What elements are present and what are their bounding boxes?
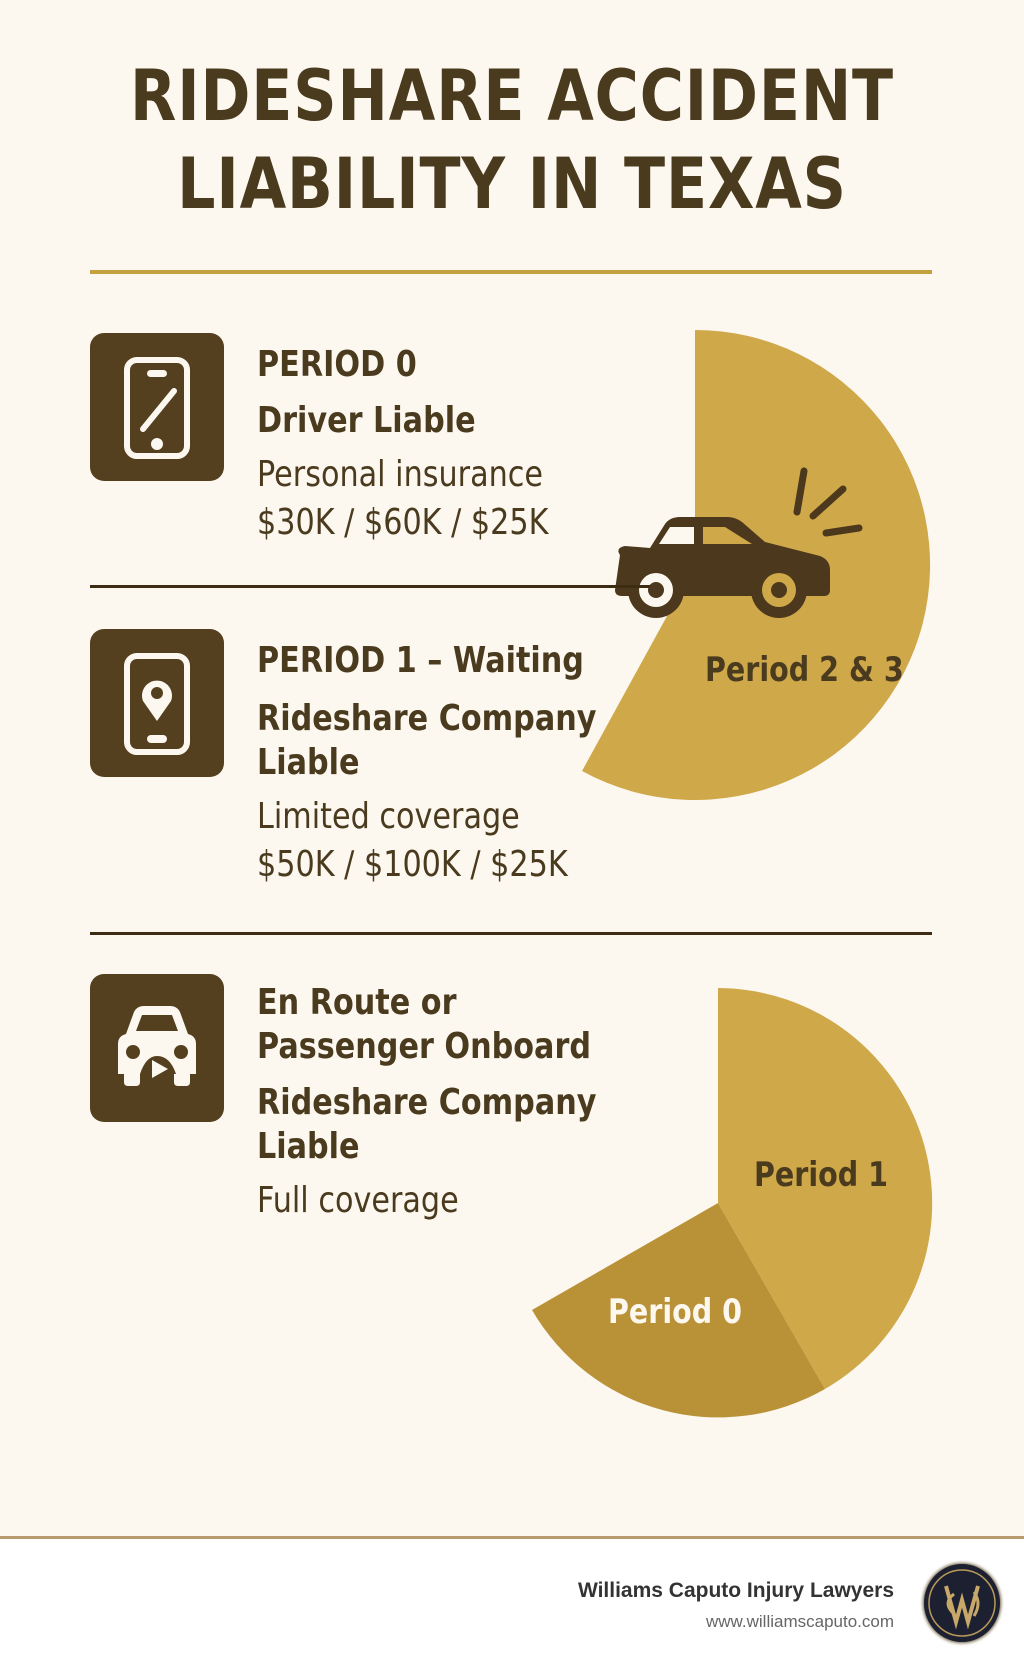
title-line-1: RIDESHARE ACCIDENT bbox=[129, 55, 894, 137]
footer: Williams Caputo Injury Lawyers www.willi… bbox=[0, 1536, 1024, 1669]
section-divider-1 bbox=[90, 585, 650, 588]
car-crash-icon bbox=[615, 517, 830, 618]
section-period-0: PERIOD 0 Driver Liable Personal insuranc… bbox=[257, 342, 657, 546]
section-period-1: PERIOD 1 – Waiting Rideshare Company Lia… bbox=[257, 638, 657, 888]
section-heading-cont: Passenger Onboard bbox=[257, 1026, 592, 1067]
liability-party: Rideshare Company bbox=[257, 698, 597, 739]
liability-party: Rideshare Company bbox=[257, 1082, 597, 1123]
coverage-type: Limited coverage bbox=[257, 796, 520, 837]
pie-label-period-2-3: Period 2 & 3 bbox=[705, 650, 904, 690]
pie-chart-period-0-1 bbox=[532, 988, 933, 1418]
liability-party-cont: Liable bbox=[257, 1126, 360, 1167]
pie-chart-period-2-3 bbox=[582, 329, 931, 800]
pie-label-period-0: Period 0 bbox=[608, 1292, 743, 1332]
section-divider-2 bbox=[90, 932, 932, 935]
wc-monogram-logo bbox=[924, 1564, 1000, 1642]
pie-slice-period-1 bbox=[718, 988, 933, 1389]
title-divider bbox=[90, 270, 932, 274]
pie-label-period-1: Period 1 bbox=[754, 1155, 889, 1195]
coverage-limits: $50K / $100K / $25K bbox=[257, 844, 568, 885]
coverage-type: Full coverage bbox=[257, 1180, 459, 1221]
section-heading: PERIOD 0 bbox=[257, 344, 417, 385]
coverage-type: Personal insurance bbox=[257, 454, 544, 495]
pie-slice-period-0 bbox=[532, 1203, 825, 1418]
firm-url-link[interactable]: www.williamscaputo.com bbox=[706, 1612, 894, 1631]
phone-slash-icon bbox=[90, 333, 224, 481]
section-en-route: En Route or Passenger Onboard Rideshare … bbox=[257, 980, 657, 1224]
phone-location-pin-icon bbox=[90, 629, 224, 777]
section-heading: PERIOD 1 – Waiting bbox=[257, 640, 584, 681]
coverage-limits: $30K / $60K / $25K bbox=[257, 502, 549, 543]
page-title: RIDESHARE ACCIDENT LIABILITY IN TEXAS bbox=[72, 52, 953, 228]
liability-party: Driver Liable bbox=[257, 400, 476, 441]
title-line-2: LIABILITY IN TEXAS bbox=[177, 143, 847, 225]
liability-party-cont: Liable bbox=[257, 742, 360, 783]
car-play-icon bbox=[90, 974, 224, 1122]
firm-name: Williams Caputo Injury Lawyers bbox=[577, 1579, 894, 1602]
section-heading: En Route or bbox=[257, 982, 457, 1023]
impact-lines-icon bbox=[793, 467, 863, 537]
